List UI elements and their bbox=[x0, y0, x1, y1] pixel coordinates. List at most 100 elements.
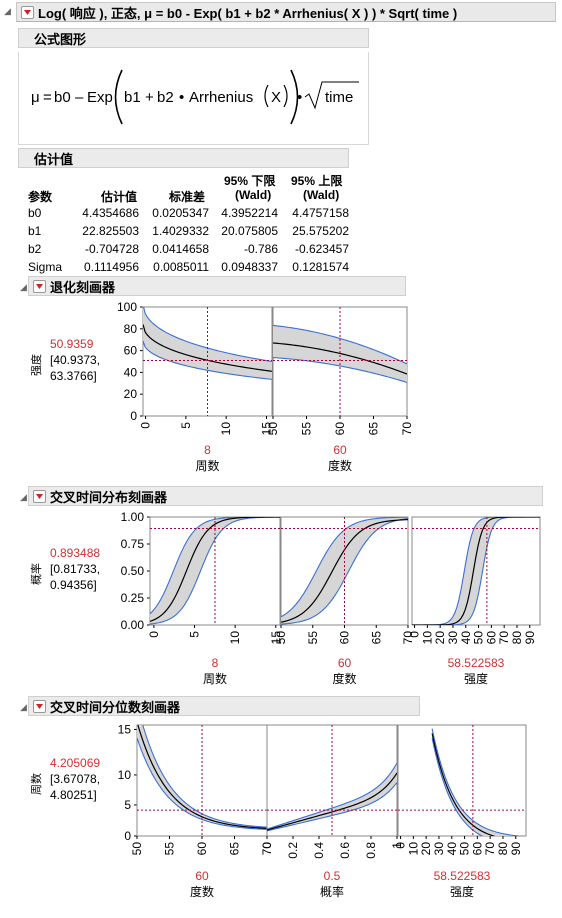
col-header-stderr: 标准差 bbox=[169, 190, 206, 204]
x-tick-label: 0 bbox=[408, 631, 422, 638]
table-row: b2 -0.704728 0.0414658 -0.786 -0.623457 bbox=[28, 242, 358, 260]
factor-label: 周数 bbox=[195, 458, 219, 473]
profile-panel-1[interactable]: 0 0.2 0.4 0.6 0.8 1 0.5概率 bbox=[260, 724, 404, 899]
factor-value[interactable]: 60 bbox=[338, 656, 352, 670]
x-tick-label: 10 bbox=[228, 631, 242, 645]
factor-value[interactable]: 8 bbox=[204, 443, 211, 457]
estimates-title: 估计值 bbox=[34, 151, 74, 167]
x-tick-label: 60 bbox=[484, 631, 498, 645]
factor-label: 度数 bbox=[332, 671, 356, 686]
profiler-title: 交叉时间分布刻画器 bbox=[50, 489, 168, 505]
x-tick-label: 90 bbox=[523, 631, 537, 645]
x-tick-label: 10 bbox=[219, 422, 233, 436]
x-tick-label: 70 bbox=[400, 422, 414, 436]
table-cell: 4.4757158 bbox=[292, 206, 349, 220]
y-tick-label: 15 bbox=[118, 722, 132, 736]
ci-upper: 0.94356] bbox=[50, 578, 97, 592]
table-cell: 4.4354686 bbox=[82, 206, 139, 220]
red-triangle-menu-icon[interactable] bbox=[33, 699, 46, 713]
collapse-triangle-icon[interactable]: ◢ bbox=[20, 702, 27, 712]
factor-value[interactable]: 58.522583 bbox=[434, 869, 491, 883]
collapse-triangle-icon[interactable]: ◢ bbox=[4, 6, 11, 16]
table-cell: 4.3952214 bbox=[221, 206, 278, 220]
upper-band-line bbox=[431, 728, 525, 836]
x-tick-label: 0 bbox=[139, 422, 153, 429]
svg-text:=: = bbox=[43, 89, 52, 106]
x-tick-label: 60 bbox=[470, 842, 484, 856]
upper-band-line bbox=[267, 762, 397, 830]
factor-value[interactable]: 0.5 bbox=[324, 869, 341, 883]
x-tick-label: 0 bbox=[394, 842, 408, 849]
table-cell: -0.623457 bbox=[294, 242, 349, 256]
x-tick-label: 55 bbox=[306, 631, 320, 645]
collapse-triangle-icon[interactable]: ◢ bbox=[20, 282, 27, 292]
profile-curve bbox=[431, 733, 496, 836]
x-tick-label: 50 bbox=[458, 842, 472, 856]
x-tick-label: 0 bbox=[260, 842, 274, 849]
x-tick-label: 60 bbox=[338, 631, 352, 645]
x-tick-label: 50 bbox=[274, 631, 288, 645]
profiler3-header: 交叉时间分位数刻画器 bbox=[28, 696, 420, 716]
x-tick-label: 0.6 bbox=[338, 842, 352, 859]
upper-band-line bbox=[273, 324, 407, 365]
profiler2-header: 交叉时间分布刻画器 bbox=[28, 486, 543, 506]
predicted-value[interactable]: 0.893488 bbox=[50, 546, 101, 560]
svg-text:•: • bbox=[179, 89, 184, 106]
table-cell: 0.0205347 bbox=[152, 206, 209, 220]
table-cell: 0.0948337 bbox=[221, 260, 278, 274]
table-row: b1 22.825503 1.4029332 20.075805 25.575202 bbox=[28, 224, 358, 242]
factor-value[interactable]: 60 bbox=[333, 443, 347, 457]
factor-value[interactable]: 8 bbox=[212, 656, 219, 670]
x-tick-label: 30 bbox=[432, 842, 446, 856]
ci-upper: 4.80251] bbox=[50, 787, 97, 802]
profile-panel-0[interactable]: 0 5 10 15 8周数 bbox=[147, 516, 283, 686]
svg-text:–: – bbox=[75, 89, 84, 106]
x-tick-label: 70 bbox=[401, 631, 415, 645]
x-tick-label: 30 bbox=[446, 631, 460, 645]
factor-label: 强度 bbox=[464, 671, 488, 686]
factor-value[interactable]: 60 bbox=[195, 869, 209, 883]
y-axis-label: 强度 bbox=[31, 353, 43, 376]
factor-label: 概率 bbox=[320, 884, 344, 899]
y-tick-label: 0.25 bbox=[121, 591, 145, 605]
lower-band-line bbox=[143, 340, 272, 380]
y-tick-label: 1.00 bbox=[121, 510, 145, 524]
lower-band-line bbox=[267, 782, 397, 832]
x-tick-label: 15 bbox=[260, 422, 274, 436]
formula-box: μ = b0 – Exp b1 + b2 • Arrhenius X • tim… bbox=[18, 52, 369, 145]
x-tick-label: 0.2 bbox=[286, 842, 300, 859]
predicted-value[interactable]: 4.205069 bbox=[50, 755, 101, 770]
table-cell: 1.4029332 bbox=[152, 224, 209, 238]
collapse-triangle-icon[interactable]: ◢ bbox=[20, 492, 27, 502]
x-tick-label: 1 bbox=[390, 842, 404, 849]
x-tick-label: 40 bbox=[459, 631, 473, 645]
x-tick-label: 50 bbox=[472, 631, 486, 645]
red-triangle-menu-icon[interactable] bbox=[33, 489, 46, 503]
red-triangle-menu-icon[interactable] bbox=[21, 5, 34, 19]
ci-lower: [3.67078, bbox=[50, 771, 101, 786]
table-cell: 20.075805 bbox=[221, 224, 278, 238]
profile-curve bbox=[150, 517, 280, 622]
param-name: b1 bbox=[28, 224, 42, 238]
confidence-band bbox=[412, 517, 540, 625]
red-triangle-menu-icon[interactable] bbox=[33, 279, 46, 293]
confidence-band bbox=[267, 762, 397, 831]
table-header: 参数 估计值 标准差 95% 下限 (Wald) 95% 上限 (Wald) bbox=[28, 172, 358, 206]
predicted-value[interactable]: 50.9359 bbox=[50, 336, 94, 351]
lower-band-line bbox=[431, 738, 484, 836]
profile-panel-0[interactable]: 0 5 10 15 8周数 bbox=[139, 304, 274, 473]
factor-label: 度数 bbox=[328, 458, 352, 473]
x-tick-label: 20 bbox=[419, 842, 433, 856]
table-cell: 0.0414658 bbox=[152, 242, 209, 256]
report-title: Log( 响应 ), 正态, μ = b0 - Exp( b1 + b2 * A… bbox=[38, 5, 458, 21]
x-tick-label: 15 bbox=[269, 631, 283, 645]
table-cell: 25.575202 bbox=[292, 224, 349, 238]
report-title-bar: Log( 响应 ), 正态, μ = b0 - Exp( b1 + b2 * A… bbox=[16, 2, 556, 22]
factor-value[interactable]: 58.522583 bbox=[448, 656, 505, 670]
profile-curve bbox=[267, 772, 397, 831]
